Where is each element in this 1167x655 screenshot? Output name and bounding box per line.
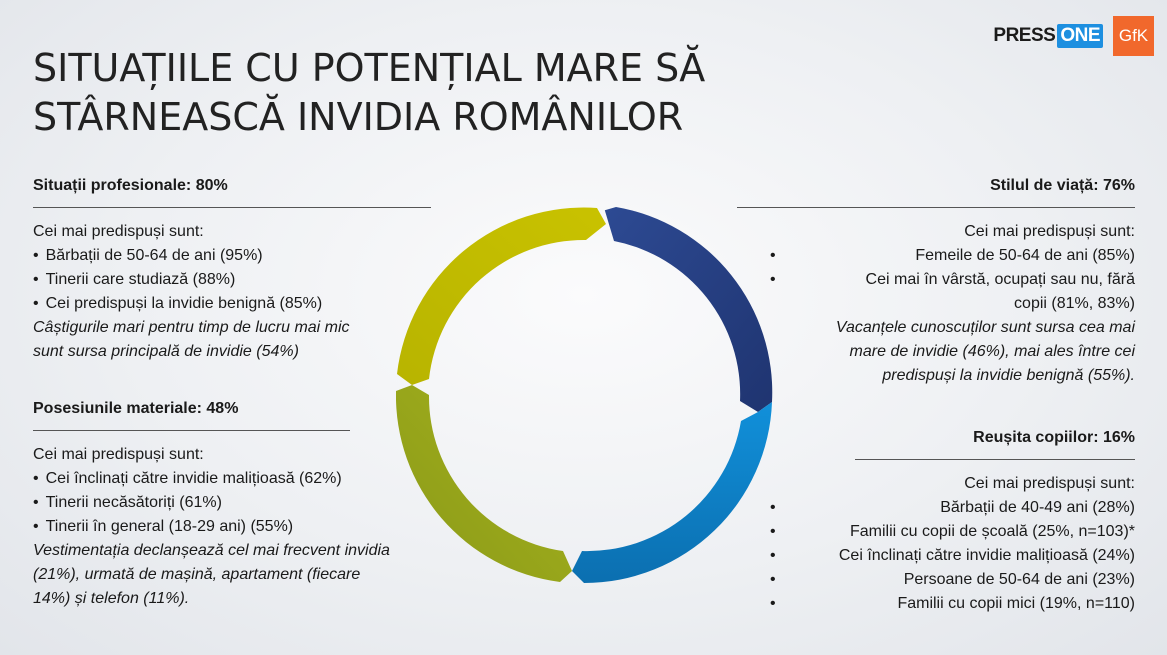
note-line: mare de invidie (46%), mai ales între ce…	[849, 343, 1135, 360]
list-item: Familii cu copii de școală (25%, n=103)*	[737, 520, 1135, 544]
list-item: Bărbații de 50-64 de ani (95%)	[33, 244, 431, 268]
list-item: Bărbații de 40-49 ani (28%)	[737, 496, 1135, 520]
divider	[855, 459, 1135, 460]
section-material: Posesiunile materiale: 48% Cei mai predi…	[33, 398, 463, 611]
note-line: 14%) și telefon (11%).	[33, 590, 190, 607]
note-line: predispuși la invidie benignă (55%).	[882, 367, 1135, 384]
logos: PRESS ONE GfK	[993, 16, 1154, 56]
list-item: Familii cu copii mici (19%, n=110)	[737, 592, 1135, 616]
section-lifestyle: Stilul de viață: 76% Cei mai predispuși …	[737, 175, 1135, 388]
page-title: SITUAȚIILE CU POTENȚIAL MARE SĂ STÂRNEAS…	[33, 44, 705, 142]
note-line: Vestimentația declanșează cel mai frecve…	[33, 542, 390, 559]
section-heading: Reușita copiilor: 16%	[973, 429, 1135, 446]
divider	[33, 207, 431, 208]
gfk-logo: GfK	[1113, 16, 1154, 56]
section-list: Bărbații de 50-64 de ani (95%) Tinerii c…	[33, 244, 431, 316]
list-item: Tinerii necăsătoriți (61%)	[33, 491, 463, 515]
list-item: Tinerii în general (18-29 ani) (55%)	[33, 515, 463, 539]
list-item-continuation: copii (81%, 83%)	[1014, 295, 1135, 312]
pressone-logo: PRESS ONE	[993, 24, 1103, 48]
section-note: Vestimentația declanșează cel mai frecve…	[33, 539, 463, 611]
section-list: Femeile de 50-64 de ani (85%) Cei mai în…	[737, 244, 1135, 292]
list-item: Tinerii care studiază (88%)	[33, 268, 431, 292]
segment-navy	[604, 207, 773, 412]
note-line: Vacanțele cunoscuților sunt sursa cea ma…	[835, 319, 1135, 336]
section-intro: Cei mai predispuși sunt:	[964, 223, 1135, 240]
title-line-2: STÂRNEASCĂ INVIDIA ROMÂNILOR	[33, 95, 684, 139]
section-intro: Cei mai predispuși sunt:	[33, 446, 204, 463]
section-note: Vacanțele cunoscuților sunt sursa cea ma…	[737, 316, 1135, 388]
press-text: PRESS	[993, 25, 1056, 46]
section-heading: Posesiunile materiale: 48%	[33, 400, 239, 417]
section-intro: Cei mai predispuși sunt:	[33, 223, 204, 240]
section-note: Câștigurile mari pentru timp de lucru ma…	[33, 316, 431, 364]
divider	[737, 207, 1135, 208]
divider	[33, 430, 350, 431]
note-line: (21%), urmată de mașină, apartament (fie…	[33, 566, 361, 583]
note-line: sunt sursa principală de invidie (54%)	[33, 343, 299, 360]
section-professional: Situații profesionale: 80% Cei mai predi…	[33, 175, 431, 364]
section-list: Cei înclinați către invidie malițioasă (…	[33, 467, 463, 539]
one-text: ONE	[1057, 24, 1103, 48]
segment-blue	[572, 402, 772, 584]
section-intro: Cei mai predispuși sunt:	[964, 475, 1135, 492]
list-item: Cei predispuși la invidie benignă (85%)	[33, 292, 431, 316]
list-item: Persoane de 50-64 de ani (23%)	[737, 568, 1135, 592]
note-line: Câștigurile mari pentru timp de lucru ma…	[33, 319, 350, 336]
title-line-1: SITUAȚIILE CU POTENȚIAL MARE SĂ	[33, 46, 706, 90]
section-children: Reușita copiilor: 16% Cei mai predispuși…	[737, 427, 1135, 616]
list-item: Femeile de 50-64 de ani (85%)	[737, 244, 1135, 268]
section-heading: Stilul de viață: 76%	[990, 177, 1135, 194]
list-item: Cei înclinați către invidie malițioasă (…	[33, 467, 463, 491]
segment-lime	[397, 207, 606, 385]
list-item: Cei înclinați către invidie malițioasă (…	[737, 544, 1135, 568]
list-item: Cei mai în vârstă, ocupați sau nu, fără	[737, 268, 1135, 292]
section-heading: Situații profesionale: 80%	[33, 177, 228, 194]
section-list: Bărbații de 40-49 ani (28%) Familii cu c…	[737, 496, 1135, 616]
